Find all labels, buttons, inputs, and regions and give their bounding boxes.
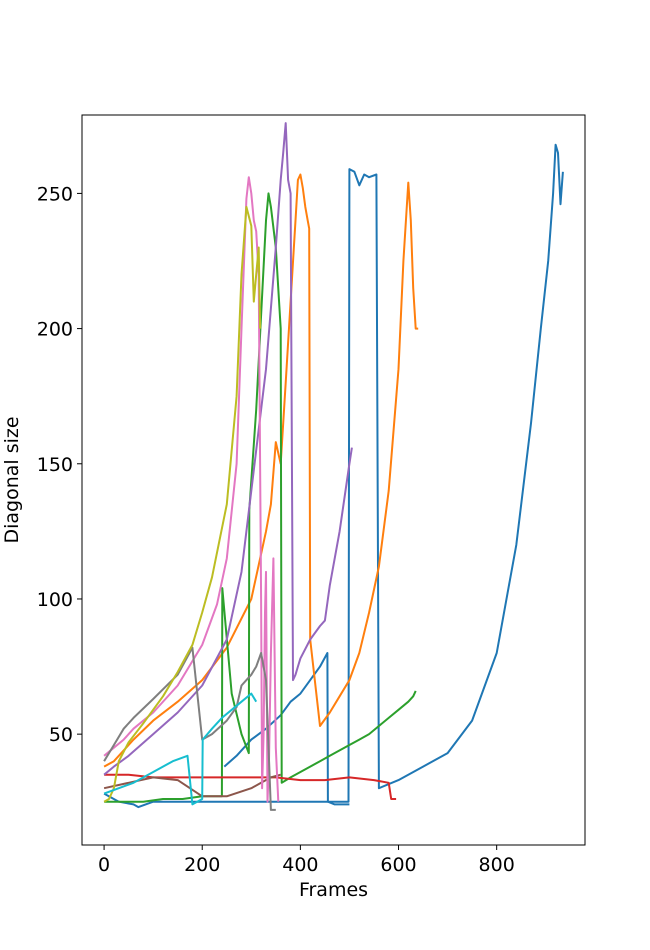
series-line-9 [103,646,276,811]
y-tick-label: 100 [37,589,73,611]
series-layer [103,122,564,811]
series-line-10 [103,205,262,803]
y-tick-label: 250 [37,183,73,205]
y-tick-label: 50 [49,724,73,746]
series-line-11 [103,692,258,806]
series-line-6 [103,122,353,776]
x-tick-label: 800 [479,854,515,876]
y-tick-label: 200 [37,319,73,341]
x-axis-ticks: 0 200 400 600 800 [98,845,515,876]
series-line-2 [223,652,350,806]
x-tick-label: 400 [282,854,318,876]
y-tick-label: 150 [37,454,73,476]
series-line-3 [103,173,419,768]
series-line-1 [103,143,564,809]
x-axis-label: Frames [299,879,368,901]
x-tick-label: 200 [184,854,220,876]
series-line-7 [103,773,281,798]
series-line-8 [103,176,280,803]
y-axis-label: Diagonal size [1,416,23,543]
plot-area-frame [81,114,586,846]
x-tick-label: 600 [380,854,416,876]
y-axis-ticks: 50 100 150 200 250 [37,183,82,746]
x-tick-label: 0 [98,854,110,876]
